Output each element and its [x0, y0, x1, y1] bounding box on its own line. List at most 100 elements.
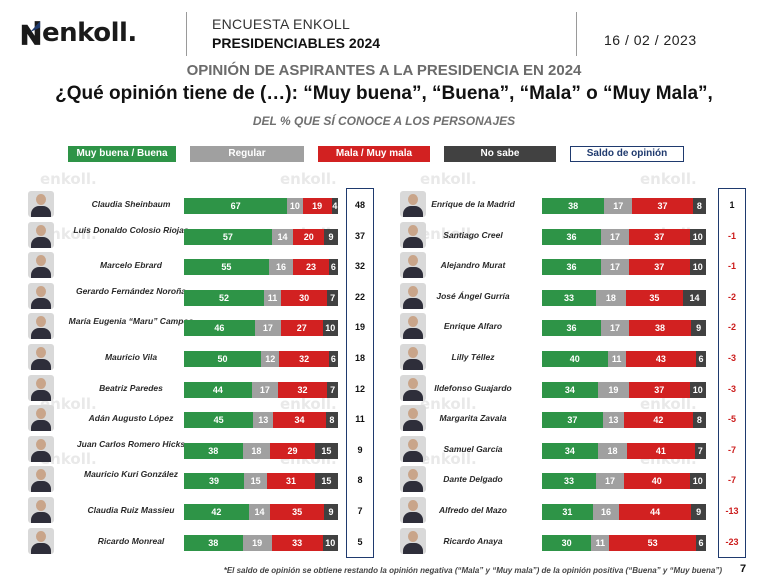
candidate-name: Mauricio Kuri González [84, 469, 178, 480]
page-number: 7 [740, 563, 747, 575]
watermark-text: enkoll. [280, 395, 337, 413]
bar-segment-unknown: 10 [322, 320, 338, 337]
bar-segment-unknown: 10 [689, 259, 706, 276]
bar-segment-regular: 11 [591, 534, 610, 551]
question-text: ¿Qué opinión tiene de (…): “Muy buena”, … [55, 83, 713, 104]
survey-label: ENCUESTA ENKOLL PRESIDENCIABLES 2024 [212, 16, 380, 51]
candidate-name: Margarita Zavala [439, 413, 507, 424]
candidate-photo [400, 221, 426, 248]
candidate-name: Santiago Creel [443, 229, 503, 240]
opinion-bar: 38 18 29 15 [184, 442, 338, 459]
bar-segment-regular: 18 [596, 289, 626, 306]
saldo-value: -13 [725, 506, 739, 516]
bar-segment-regular: 16 [268, 259, 294, 276]
saldo-value: -7 [727, 475, 736, 486]
bar-segment-good: 46 [184, 320, 255, 337]
bar-segment-good: 55 [184, 259, 269, 276]
saldo-value: -3 [727, 353, 736, 363]
bar-segment-unknown: 6 [328, 259, 338, 276]
watermark-text: enkoll. [640, 170, 697, 188]
opinion-bar: 38 17 37 8 [542, 198, 706, 214]
opinion-bar: 39 15 31 15 [184, 473, 338, 490]
candidate-name: Luis Donaldo Colosio Riojas [73, 224, 189, 235]
bar-segment-bad: 30 [281, 289, 328, 306]
candidate-photo [28, 344, 54, 370]
bar-segment-bad: 33 [271, 534, 323, 551]
opinion-bar: 31 16 44 9 [542, 504, 706, 520]
bar-segment-unknown: 9 [324, 504, 338, 520]
saldo-value: -3 [727, 383, 736, 394]
candidate-name: Alfredo del Mazo [438, 505, 507, 515]
candidate-photo [28, 252, 54, 279]
footnote: *El saldo de opinión se obtiene restando… [223, 566, 722, 575]
bar-segment-regular: 13 [253, 412, 274, 429]
bar-segment-regular: 17 [604, 198, 633, 214]
bar-segment-good: 33 [542, 289, 597, 306]
bar-segment-regular: 11 [264, 289, 282, 306]
brand-name: enkoll. [42, 18, 137, 48]
enkoll-logo-icon [21, 21, 41, 45]
chart-subtitle: DEL % QUE SÍ CONOCE A LOS PERSONAJES [252, 114, 516, 128]
header-divider [576, 12, 577, 56]
bar-segment-regular: 10 [287, 198, 303, 214]
watermark-text: enkoll. [420, 450, 477, 468]
watermark-text: enkoll. [40, 170, 97, 188]
bar-segment-good: 38 [184, 442, 243, 459]
bar-segment-bad: 20 [293, 228, 325, 245]
bar-segment-unknown: 10 [689, 381, 706, 398]
legend-bad: Mala / Muy mala [318, 146, 430, 162]
watermark-text: enkoll. [280, 170, 337, 188]
chart-title: OPINIÓN DE ASPIRANTES A LA PRESIDENCIA E… [186, 62, 582, 79]
candidate-name: Lilly Téllez [451, 352, 495, 362]
bar-segment-bad: 37 [628, 259, 690, 276]
legend-regular: Regular [190, 146, 304, 162]
bar-segment-bad: 37 [628, 381, 690, 398]
bar-segment-bad: 35 [625, 289, 684, 306]
saldo-column-left [346, 188, 374, 558]
candidate-name: Samuel García [443, 443, 503, 454]
candidate-photo [400, 374, 426, 401]
saldo-value: 5 [357, 536, 363, 547]
bar-segment-regular: 18 [597, 442, 628, 459]
saldo-value: -1 [727, 230, 736, 241]
candidate-photo [28, 221, 54, 248]
watermark-text: enkoll. [420, 395, 477, 413]
saldo-value: 12 [354, 383, 365, 394]
survey-subject: PRESIDENCIABLES 2024 [212, 35, 381, 51]
candidate-photo [400, 466, 426, 493]
saldo-value: -2 [727, 291, 736, 302]
saldo-column-right [718, 188, 746, 558]
watermark-text: enkoll. [420, 170, 477, 188]
bar-segment-good: 34 [542, 442, 598, 459]
bar-segment-bad: 44 [619, 504, 692, 520]
saldo-value: 8 [357, 475, 363, 486]
bar-segment-unknown: 7 [694, 442, 706, 459]
candidate-photo [28, 313, 54, 340]
candidate-name: Dante Delgado [443, 474, 503, 485]
bar-segment-unknown: 10 [322, 534, 338, 551]
bar-segment-good: 52 [184, 289, 265, 306]
candidate-photo [400, 344, 426, 370]
bar-segment-regular: 14 [248, 504, 271, 520]
bar-segment-good: 38 [542, 198, 605, 214]
bar-segment-good: 33 [542, 473, 597, 490]
candidate-name: Alejandro Murat [440, 260, 506, 271]
candidate-name: Enrique de la Madrid [431, 199, 515, 209]
bar-segment-unknown: 15 [314, 473, 338, 490]
bar-segment-bad: 32 [277, 381, 328, 398]
saldo-value: 22 [354, 291, 365, 302]
candidate-name: Marcelo Ebrard [100, 260, 162, 271]
candidate-name: Beatriz Paredes [99, 382, 163, 393]
bar-segment-bad: 43 [625, 351, 697, 367]
candidate-name: Gerardo Fernández Noroña [75, 285, 187, 296]
bar-segment-regular: 19 [242, 534, 272, 551]
watermark-text: enkoll. [640, 395, 697, 413]
candidate-name: Ildefonso Guajardo [434, 382, 512, 393]
bar-segment-good: 67 [184, 198, 288, 214]
bar-segment-good: 36 [542, 228, 602, 245]
header-divider [186, 12, 187, 56]
bar-segment-unknown: 8 [692, 412, 706, 429]
bar-segment-unknown: 7 [327, 289, 338, 306]
bar-segment-good: 34 [542, 381, 598, 398]
bar-segment-unknown: 6 [328, 351, 338, 367]
